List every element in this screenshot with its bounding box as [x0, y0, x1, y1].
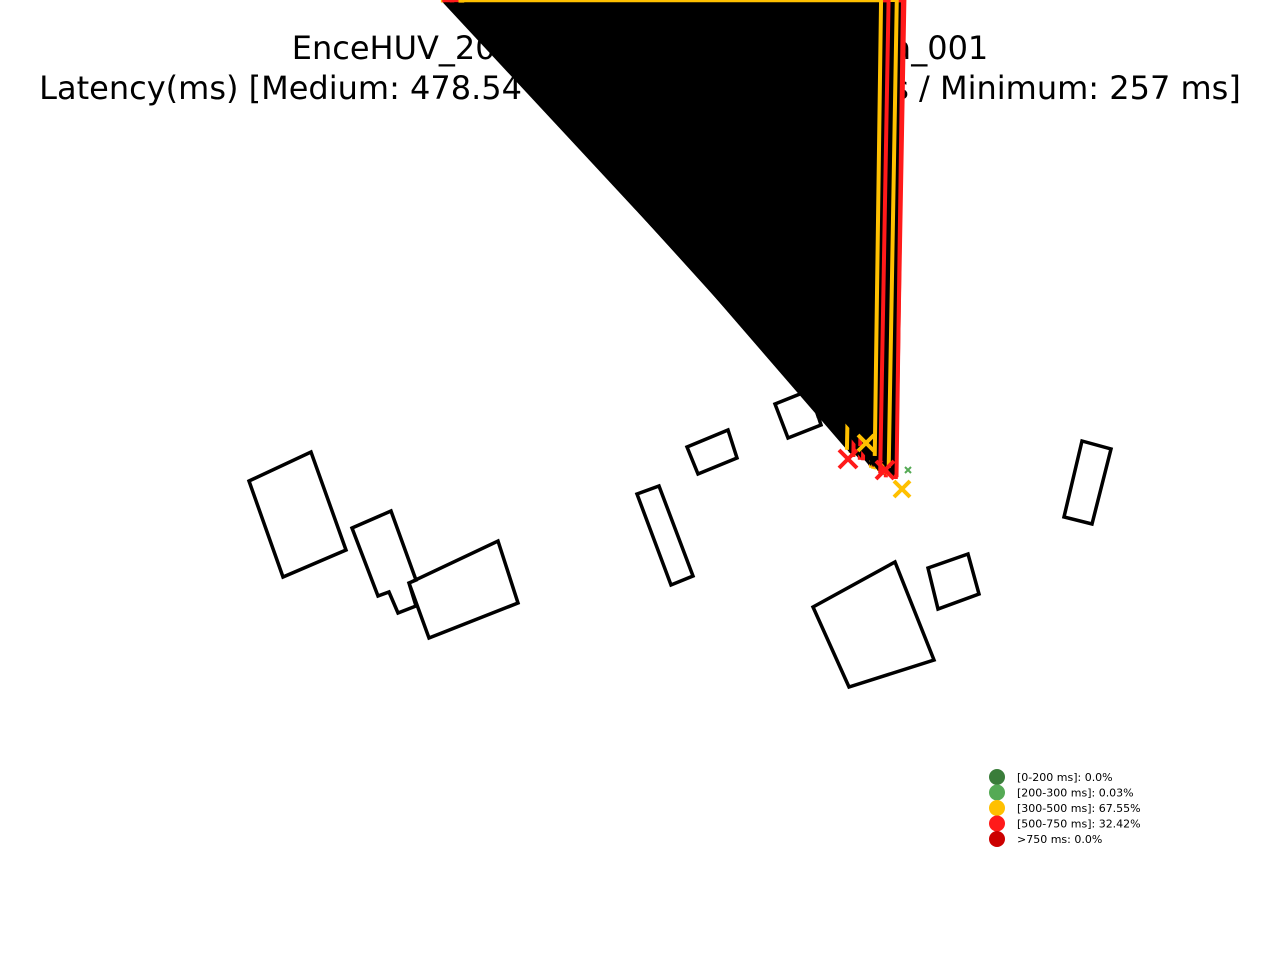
latency-markers — [441, 0, 912, 499]
legend-label: [500-750 ms]: 32.42% — [1017, 818, 1141, 831]
legend-label: [300-500 ms]: 67.55% — [1017, 802, 1141, 815]
legend-label: [200-300 ms]: 0.03% — [1017, 787, 1134, 800]
latency-marker — [904, 466, 912, 474]
building-outline-7 — [1061, 438, 1114, 527]
building-outline-4 — [684, 427, 740, 477]
latency-marker — [874, 459, 896, 481]
building-outline-9 — [810, 559, 937, 690]
legend-marker — [989, 831, 1005, 847]
building-outlines — [246, 365, 1114, 690]
building-outline-2 — [349, 508, 521, 641]
legend-label: >750 ms: 0.0% — [1017, 833, 1102, 846]
latency-marker — [892, 479, 912, 499]
building-outline-8 — [925, 551, 982, 612]
legend: [0-200 ms]: 0.0% [200-300 ms]: 0.03% [300-… — [989, 769, 1141, 847]
building-outline-5 — [772, 387, 824, 441]
building-outline-1 — [246, 449, 349, 580]
latency-marker — [462, 0, 881, 462]
legend-marker — [989, 815, 1005, 832]
latency-marker — [837, 448, 859, 470]
legend-marker — [989, 769, 1005, 785]
legend-label: [0-200 ms]: 0.0% — [1017, 771, 1113, 784]
latency-marker — [856, 433, 876, 453]
building-outline-3 — [634, 483, 696, 588]
legend-marker — [989, 784, 1005, 801]
legend-marker — [989, 800, 1005, 816]
